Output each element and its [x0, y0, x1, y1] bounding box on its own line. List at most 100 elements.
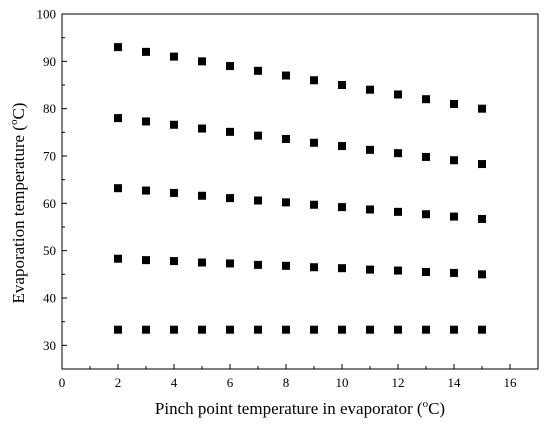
data-point	[394, 325, 402, 334]
x-tick-label: 0	[59, 375, 66, 390]
data-point	[450, 156, 458, 165]
y-tick-label: 70	[43, 149, 56, 164]
y-tick-label: 80	[43, 101, 56, 116]
data-point	[394, 149, 402, 158]
axis-ticks: 0 2 4 6 8 10 12 14 16 30 40 50 60 70 80 90 100	[37, 7, 518, 391]
x-tick-label: 8	[283, 375, 290, 390]
data-point	[254, 196, 262, 205]
data-point	[478, 214, 486, 223]
data-point	[254, 260, 262, 269]
y-tick-label: 60	[43, 196, 56, 211]
data-point	[366, 145, 374, 154]
data-point	[478, 270, 486, 279]
plot-area	[61, 13, 539, 370]
x-tick-label: 4	[171, 375, 178, 390]
data-point	[366, 265, 374, 274]
data-point	[114, 254, 122, 263]
y-tick-label: 50	[43, 243, 56, 258]
data-point	[114, 43, 122, 52]
data-point	[310, 325, 318, 334]
plot-frame	[61, 13, 539, 370]
data-point	[310, 76, 318, 85]
data-point	[282, 198, 290, 207]
data-point	[450, 268, 458, 277]
data-point	[254, 66, 262, 75]
data-point	[254, 325, 262, 334]
data-point	[114, 114, 122, 123]
x-axis-label: Pinch point temperature in evaporator (o…	[155, 398, 445, 418]
data-point	[422, 210, 430, 219]
data-point	[422, 152, 430, 161]
x-tick-label: 2	[115, 375, 122, 390]
data-point	[450, 99, 458, 108]
data-point	[142, 186, 150, 195]
data-point	[254, 131, 262, 140]
x-tick-label: 6	[227, 375, 234, 390]
data-point	[338, 142, 346, 151]
data-point	[310, 138, 318, 147]
y-axis-label: Evaporation temperature (oC)	[8, 103, 28, 304]
data-point	[394, 207, 402, 216]
data-point	[366, 325, 374, 334]
data-point	[170, 120, 178, 129]
data-point	[114, 325, 122, 334]
data-point	[198, 325, 206, 334]
y-tick-label: 90	[43, 54, 56, 69]
data-point	[478, 160, 486, 169]
data-point	[478, 104, 486, 113]
x-axis-label-text: Pinch point temperature in evaporator (	[155, 399, 423, 418]
data-point	[226, 259, 234, 268]
x-axis-label-unit: C)	[428, 399, 445, 418]
y-tick-label: 40	[43, 291, 56, 306]
data-point	[198, 124, 206, 133]
data-point	[450, 212, 458, 221]
data-point	[114, 184, 122, 193]
y-tick-label: 30	[43, 338, 56, 353]
data-point	[142, 47, 150, 56]
data-point	[422, 325, 430, 334]
data-point	[366, 205, 374, 214]
data-point	[310, 263, 318, 272]
data-point	[394, 266, 402, 275]
data-point	[142, 117, 150, 126]
data-point	[282, 325, 290, 334]
data-point	[338, 264, 346, 273]
data-point	[198, 258, 206, 267]
data-point	[170, 188, 178, 197]
y-axis-label-text: Evaporation temperature (	[9, 125, 28, 304]
data-point	[226, 62, 234, 71]
data-point	[282, 71, 290, 80]
data-point	[198, 191, 206, 200]
data-point	[226, 325, 234, 334]
x-axis-label-degree: o	[423, 398, 429, 410]
data-point	[338, 81, 346, 89]
data-point	[170, 257, 178, 266]
data-point	[366, 85, 374, 94]
data-point	[478, 325, 486, 334]
y-axis-label-unit: C)	[9, 103, 28, 120]
x-tick-label: 10	[336, 375, 349, 390]
data-point	[422, 267, 430, 276]
data-point	[142, 325, 150, 334]
data-points	[114, 43, 486, 334]
data-point	[170, 52, 178, 61]
data-point	[282, 134, 290, 143]
data-point	[338, 325, 346, 334]
data-point	[310, 200, 318, 209]
data-point	[198, 57, 206, 66]
data-point	[226, 194, 234, 203]
data-point	[142, 256, 150, 265]
data-point	[450, 325, 458, 334]
y-tick-label: 100	[37, 7, 57, 22]
data-point	[226, 127, 234, 136]
data-point	[338, 203, 346, 212]
x-tick-label: 16	[504, 375, 518, 390]
data-point	[170, 325, 178, 334]
y-axis-label-degree: o	[8, 119, 20, 125]
x-tick-label: 12	[392, 375, 405, 390]
data-point	[394, 90, 402, 99]
data-point	[282, 261, 290, 270]
x-tick-label: 14	[448, 375, 462, 390]
data-point	[422, 95, 430, 104]
